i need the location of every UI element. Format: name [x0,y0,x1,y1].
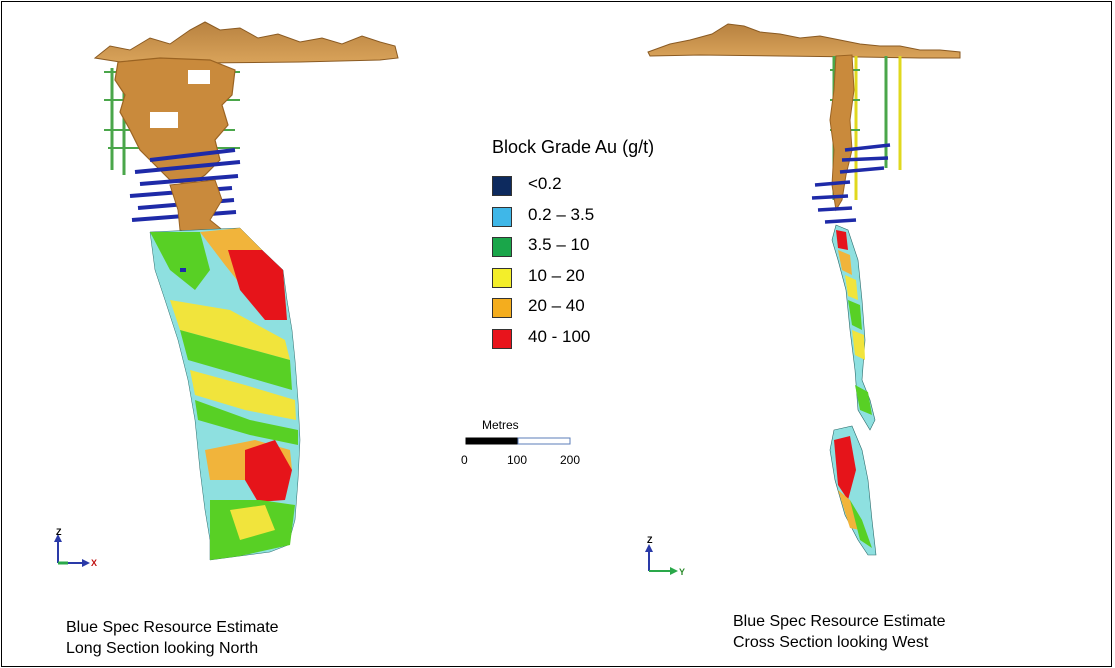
long-section-view: Z X [54,21,399,568]
legend-title: Block Grade Au (g/t) [492,137,655,157]
cross-section-caption: Blue Spec Resource Estimate Cross Sectio… [733,611,946,653]
legend-label: 0.2 – 3.5 [528,204,595,224]
cross-upper-wireframe [829,54,855,212]
scale-bar [465,437,571,445]
legend-label: 10 – 20 [528,265,585,285]
scale-tick-200: 200 [560,453,581,467]
cross-caption-line-1: Blue Spec Resource Estimate [733,613,946,630]
cross-section-view: Z Y [645,23,961,577]
cross-z-label: Z [647,535,653,545]
long-x-label: X [91,558,97,568]
cross-drillholes [830,56,902,200]
long-axis-triad: Z X [54,527,97,568]
cross-grade-bands-lower [834,436,872,548]
legend-swatch [492,176,512,196]
stope-void [188,70,210,84]
legend-swatch [492,206,512,227]
legend-label: 3.5 – 10 [528,235,590,254]
stope-void [150,112,178,128]
legend-label: 40 - 100 [528,326,591,346]
legend-label: 20 – 40 [528,296,585,315]
long-caption-line-2: Long Section looking North [66,640,259,657]
cross-block-model-upper [831,224,876,431]
topography-surface-cross [647,23,961,59]
topography-surface [93,21,399,64]
low-grade-block [180,268,186,272]
long-grade-bands [150,228,298,560]
cross-grade-bands-upper [836,230,872,415]
cross-caption-line-2: Cross Section looking West [733,634,929,651]
long-z-label: Z [56,527,62,537]
scale-tick-0: 0 [461,453,468,467]
legend-label: <0.2 [528,174,562,193]
cross-axis-triad: Z Y [645,535,685,577]
legend-swatch [492,298,512,318]
long-caption-line-1: Blue Spec Resource Estimate [66,619,279,636]
cross-y-label: Y [679,567,685,577]
legend-swatch [492,237,512,257]
scale-title: Metres [482,418,519,432]
cross-blue-drillholes [811,143,891,224]
legend-swatch [492,267,512,288]
long-section-caption: Blue Spec Resource Estimate Long Section… [66,617,279,659]
scale-tick-100: 100 [507,453,528,467]
legend-swatch [492,328,512,349]
